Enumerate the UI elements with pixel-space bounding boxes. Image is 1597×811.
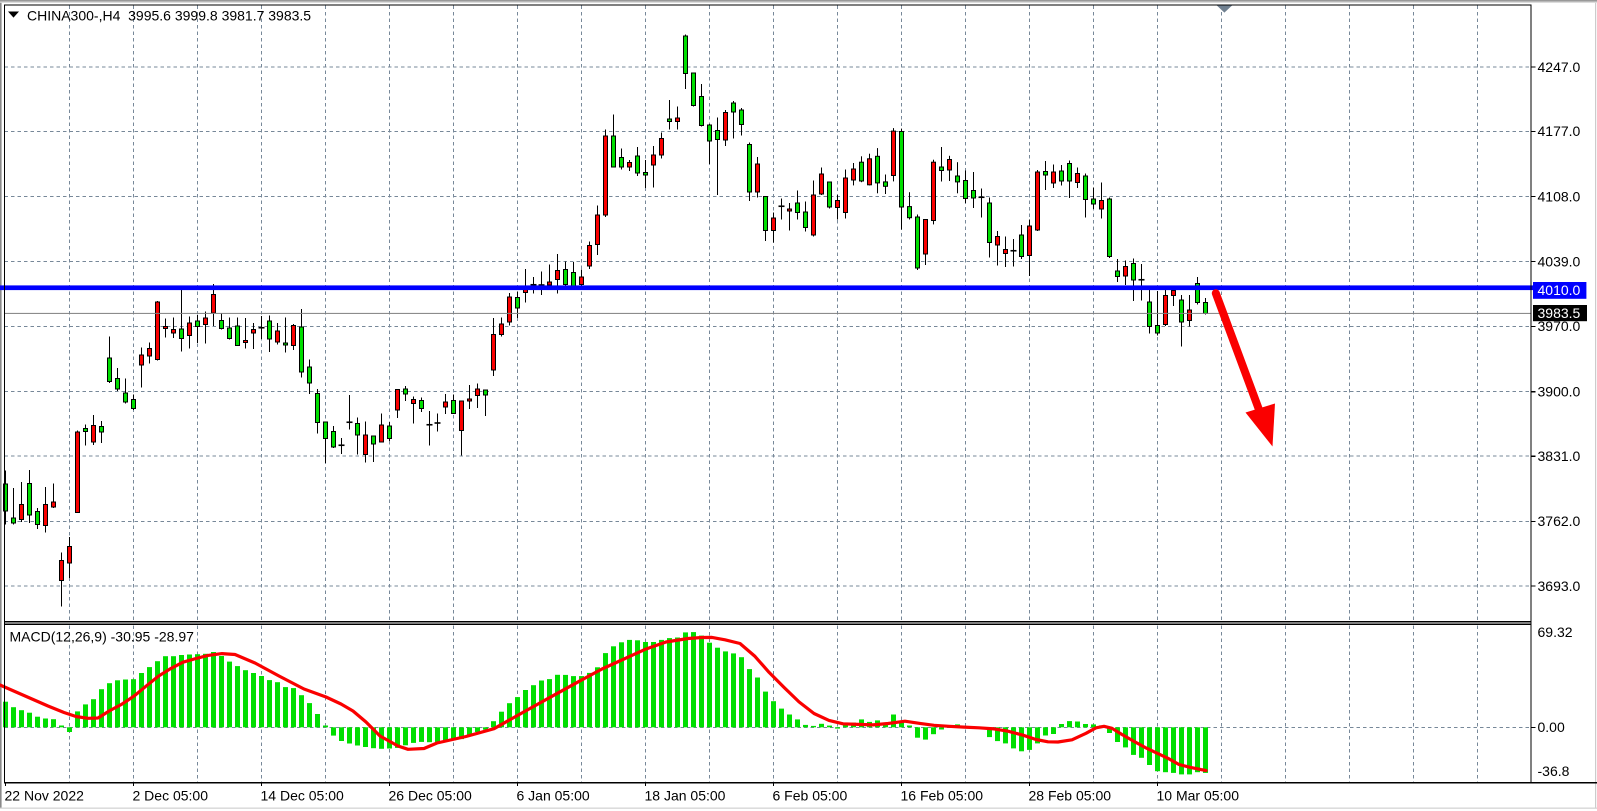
svg-text:0.00: 0.00 xyxy=(1538,719,1565,735)
svg-text:3762.0: 3762.0 xyxy=(1538,513,1581,529)
svg-text:4108.0: 4108.0 xyxy=(1538,188,1581,204)
svg-text:16 Feb 05:00: 16 Feb 05:00 xyxy=(901,787,984,803)
svg-text:4039.0: 4039.0 xyxy=(1538,253,1581,269)
svg-text:3970.0: 3970.0 xyxy=(1538,318,1581,334)
svg-text:14 Dec 05:00: 14 Dec 05:00 xyxy=(261,787,344,803)
svg-text:6 Jan 05:00: 6 Jan 05:00 xyxy=(517,787,590,803)
svg-text:3983.5: 3983.5 xyxy=(1538,305,1581,321)
svg-text:3693.0: 3693.0 xyxy=(1538,578,1581,594)
svg-text:18 Jan 05:00: 18 Jan 05:00 xyxy=(645,787,726,803)
svg-text:4010.0: 4010.0 xyxy=(1538,282,1581,298)
svg-text:26 Dec 05:00: 26 Dec 05:00 xyxy=(389,787,472,803)
svg-text:-36.8: -36.8 xyxy=(1538,763,1570,779)
svg-text:4177.0: 4177.0 xyxy=(1538,123,1581,139)
svg-text:3900.0: 3900.0 xyxy=(1538,384,1581,400)
svg-text:69.32: 69.32 xyxy=(1538,624,1573,640)
svg-text:22 Nov 2022: 22 Nov 2022 xyxy=(5,787,85,803)
svg-text:MACD(12,26,9) -30.95 -28.97: MACD(12,26,9) -30.95 -28.97 xyxy=(10,629,195,645)
svg-text:3831.0: 3831.0 xyxy=(1538,448,1581,464)
svg-text:6 Feb 05:00: 6 Feb 05:00 xyxy=(773,787,848,803)
svg-text:28 Feb 05:00: 28 Feb 05:00 xyxy=(1029,787,1112,803)
svg-text:2 Dec 05:00: 2 Dec 05:00 xyxy=(133,787,209,803)
svg-text:4247.0: 4247.0 xyxy=(1538,59,1581,75)
svg-text:CHINA300-,H4 3995.6 3999.8 39: CHINA300-,H4 3995.6 3999.8 3981.7 3983.5 xyxy=(27,8,311,24)
svg-text:10 Mar 05:00: 10 Mar 05:00 xyxy=(1157,787,1240,803)
